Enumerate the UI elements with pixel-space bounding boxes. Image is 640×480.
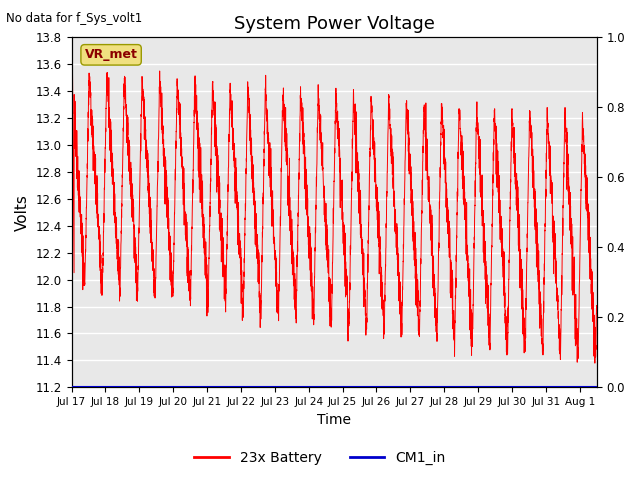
Y-axis label: Volts: Volts xyxy=(15,194,30,231)
Text: No data for f_Sys_volt1: No data for f_Sys_volt1 xyxy=(6,12,143,25)
Legend: 23x Battery, CM1_in: 23x Battery, CM1_in xyxy=(189,445,451,471)
X-axis label: Time: Time xyxy=(317,413,351,427)
Text: VR_met: VR_met xyxy=(84,48,138,61)
Title: System Power Voltage: System Power Voltage xyxy=(234,15,435,33)
